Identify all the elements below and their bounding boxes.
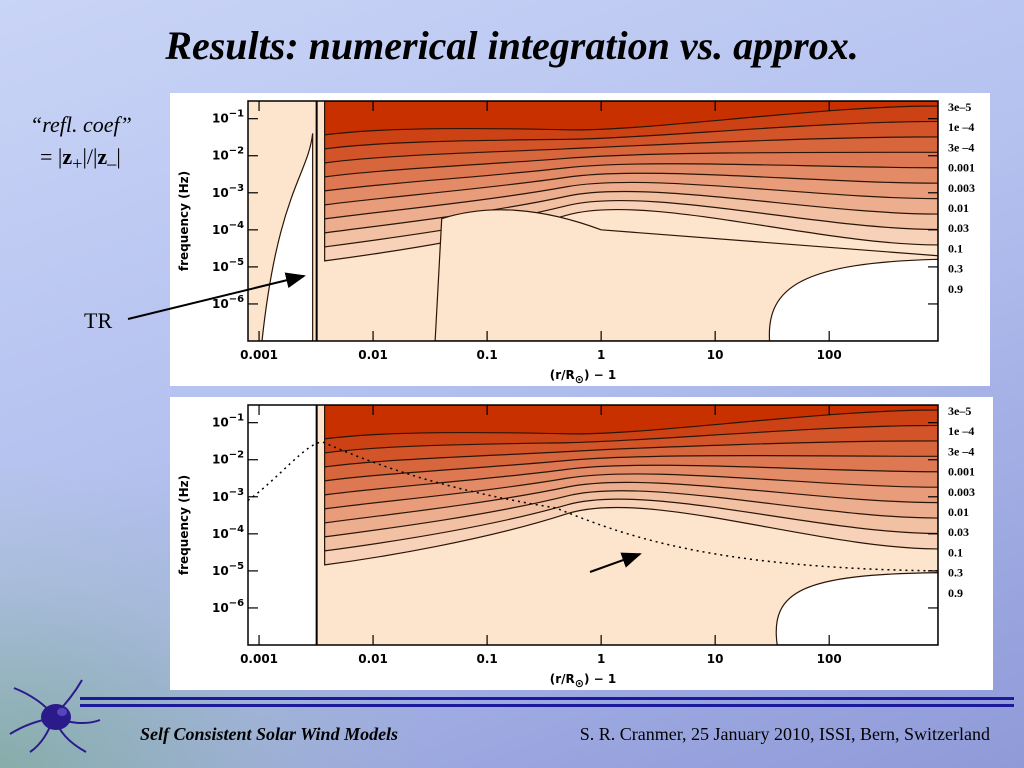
contour-level-label: 3e –4 <box>948 140 974 154</box>
footer-title: Self Consistent Solar Wind Models <box>140 724 399 744</box>
x-tick-label: 0.001 <box>240 348 278 362</box>
refl-coef-caption: “refl. coef” <box>30 112 132 138</box>
x-axis-label-sub: ⊙ <box>575 677 584 690</box>
y-tick-label: 10−4 <box>212 524 244 541</box>
contour-field <box>248 405 938 645</box>
y-tick-exponent: −4 <box>229 524 244 535</box>
contour-level-label: 0.1 <box>948 241 963 255</box>
tr-label: TR <box>84 308 113 333</box>
x-tick-label: 0.01 <box>358 652 388 666</box>
contour-level-label: 0.003 <box>948 485 975 499</box>
y-tick-exponent: −4 <box>229 220 244 231</box>
bottom-contour-plot: 0.001 0.01 0.1 1 10 100 10−1 10−2 10−3 10−4 10−5 10… <box>177 404 975 690</box>
formula-eq: = <box>40 144 53 169</box>
formula-z-plus: z <box>62 144 73 169</box>
contour-level-label: 0.3 <box>948 262 963 276</box>
y-tick-label: 10−3 <box>212 183 244 200</box>
contour-level-label: 0.003 <box>948 181 975 195</box>
top-contour-plot: 0.001 0.01 0.1 1 10 100 10−1 10−2 10−3 10−4 10−5 10… <box>177 100 975 386</box>
formula-bar-2: | <box>82 144 87 169</box>
formula-slash: / <box>86 144 93 169</box>
contour-level-label: 3e –4 <box>948 444 974 458</box>
contour-level-label: 0.03 <box>948 221 969 235</box>
y-tick-exponent: −5 <box>229 561 244 572</box>
x-tick-label: 0.001 <box>240 652 278 666</box>
y-tick-label: 10−5 <box>212 257 244 274</box>
y-tick-label: 10−6 <box>212 294 244 311</box>
x-tick-label: 10 <box>707 348 724 362</box>
y-tick-label: 10−1 <box>212 413 244 430</box>
contour-level-label: 0.9 <box>948 282 963 296</box>
x-tick-label: 0.1 <box>476 652 497 666</box>
x-tick-label: 100 <box>817 652 842 666</box>
footer-credit: S. R. Cranmer, 25 January 2010, ISSI, Be… <box>579 724 990 744</box>
contour-level-label: 0.1 <box>948 545 963 559</box>
contour-level-label: 0.001 <box>948 465 975 479</box>
contour-level-label: 1e –4 <box>948 120 974 134</box>
contour-level-label: 3e–5 <box>948 404 971 418</box>
footer-rule-top <box>80 697 1014 700</box>
y-tick-label: 10−2 <box>212 146 244 163</box>
formula-z-minus: z <box>97 144 108 169</box>
x-tick-label: 0.01 <box>358 348 388 362</box>
high-radius-region <box>775 571 938 645</box>
refl-coef-label: “refl. coef” <box>30 112 132 137</box>
x-tick-label: 0.1 <box>476 348 497 362</box>
x-axis-label: (r/R⊙) − 1 <box>550 672 617 690</box>
y-tick-exponent: −1 <box>229 109 244 120</box>
y-tick-label: 10−3 <box>212 487 244 504</box>
y-tick-exponent: −2 <box>229 450 244 461</box>
high-radius-region <box>768 258 938 341</box>
formula-minus: – <box>107 153 117 174</box>
y-tick-exponent: −3 <box>229 183 244 194</box>
y-tick-exponent: −5 <box>229 257 244 268</box>
formula-bar-1: | <box>57 144 63 169</box>
y-tick-label: 10−6 <box>212 598 244 615</box>
y-axis-label: frequency (Hz) <box>177 475 191 575</box>
y-tick-label: 10−2 <box>212 450 244 467</box>
y-tick-exponent: −2 <box>229 146 244 157</box>
contour-level-label: 0.03 <box>948 525 969 539</box>
formula-bar-3: | <box>92 144 98 169</box>
contour-level-label: 0.01 <box>948 201 969 215</box>
contour-level-label: 0.001 <box>948 161 975 175</box>
plot-frame <box>247 404 939 646</box>
y-tick-exponent: −1 <box>229 413 244 424</box>
y-tick-label: 10−4 <box>212 220 244 237</box>
x-tick-label: 1 <box>597 652 605 666</box>
refl-coef-formula: = |z+|/|z–| <box>40 144 121 174</box>
y-tick-exponent: −6 <box>229 294 244 305</box>
y-tick-exponent: −6 <box>229 598 244 609</box>
x-tick-label: 10 <box>707 652 724 666</box>
logo-icon <box>9 679 101 753</box>
x-tick-label: 1 <box>597 348 605 362</box>
contour-level-label: 3e–5 <box>948 100 971 114</box>
slide-title: Results: numerical integration vs. appro… <box>165 23 859 68</box>
contour-band <box>324 101 938 136</box>
footer-rule-bottom <box>80 704 1014 707</box>
y-tick-label: 10−1 <box>212 109 244 126</box>
x-tick-label: 100 <box>817 348 842 362</box>
top-contour-panel: 0.001 0.01 0.1 1 10 100 10−1 10−2 10−3 10−4 10−5 10… <box>170 93 990 386</box>
bottom-contour-panel: 0.001 0.01 0.1 1 10 100 10−1 10−2 10−3 10−4 10−5 10… <box>170 397 993 690</box>
x-axis-label-tail: ) − 1 <box>584 368 616 382</box>
contour-level-label: 0.01 <box>948 505 969 519</box>
plot-frame <box>247 100 939 342</box>
x-axis-label-tail: ) − 1 <box>584 672 616 686</box>
y-tick-exponent: −3 <box>229 487 244 498</box>
contour-level-label: 0.9 <box>948 586 963 600</box>
contour-field <box>248 101 938 341</box>
x-axis-label-sub: ⊙ <box>575 373 584 386</box>
formula-plus: + <box>72 153 83 174</box>
y-axis-label: frequency (Hz) <box>177 171 191 271</box>
x-axis-label: (r/R⊙) − 1 <box>550 368 617 386</box>
y-tick-label: 10−5 <box>212 561 244 578</box>
below-tr-region <box>248 405 317 645</box>
contour-level-label: 1e –4 <box>948 424 974 438</box>
formula-bar-4: | <box>116 144 121 169</box>
contour-level-label: 0.3 <box>948 566 963 580</box>
contour-band <box>324 405 938 440</box>
